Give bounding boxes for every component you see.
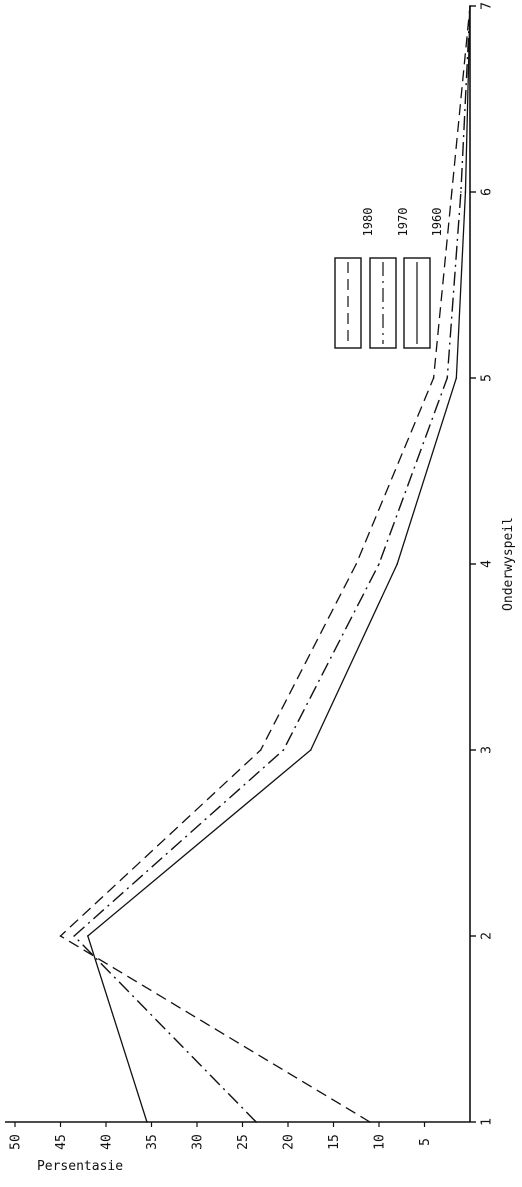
data-point-1970 [73,935,75,937]
y-axis-label: Persentasie [37,1159,123,1174]
legend-swatch-box [403,257,431,349]
data-point-1960 [309,749,312,751]
data-point-1970 [378,563,380,565]
x-axis-label: Onderwyspeil [501,517,516,611]
y-tick-label: 40 [100,1134,115,1150]
x-tick-label: 4 [480,560,495,568]
data-point-1960 [455,377,458,379]
series-line-1970 [73,5,471,1123]
y-tick-label: 35 [145,1134,160,1150]
legend-label-1980: 1980 [361,208,375,237]
y-tick-label: 15 [327,1134,342,1150]
data-point-1970 [460,191,462,193]
x-tick-label: 5 [480,374,495,382]
data-point-1980 [469,5,471,7]
data-point-1960 [464,191,467,193]
x-ticks: 1 2 3 4 5 6 7 [470,2,495,1126]
data-point-1980 [59,935,62,937]
series-line-1980 [59,5,471,1123]
data-point-1980 [432,377,435,379]
data-point-1980 [259,749,262,751]
y-tick-label: 30 [191,1134,206,1150]
x-tick-label: 7 [480,2,495,10]
y-ticks: 50 45 40 35 30 25 20 15 10 5 [9,1122,433,1150]
y-tick-label: 5 [418,1138,433,1146]
x-tick-label: 2 [480,932,495,940]
data-point-1980 [369,1121,371,1123]
legend-label-1970: 1970 [396,208,410,237]
x-tick-label: 1 [480,1118,495,1126]
y-tick-label: 50 [9,1134,24,1150]
data-point-1970 [255,1121,257,1123]
x-tick-label: 6 [480,188,495,196]
legend-label-1960: 1960 [430,208,444,237]
data-point-1960 [87,935,89,937]
data-point-1960 [146,1121,148,1123]
data-point-1970 [446,377,449,379]
legend: 1960 1970 1980 [334,208,444,349]
data-point-1970 [282,749,285,751]
legend-swatch-box [369,257,397,349]
y-tick-label: 10 [373,1134,388,1150]
series-lines [59,5,471,1123]
y-tick-label: 45 [54,1134,69,1150]
legend-swatch-box [334,257,362,349]
series-line-1960 [87,5,471,1123]
data-point-1980 [355,563,358,565]
data-point-1960 [396,563,399,565]
x-tick-label: 3 [480,746,495,754]
y-tick-label: 20 [282,1134,297,1150]
y-tick-label: 25 [236,1134,251,1150]
data-point-1980 [451,191,453,193]
